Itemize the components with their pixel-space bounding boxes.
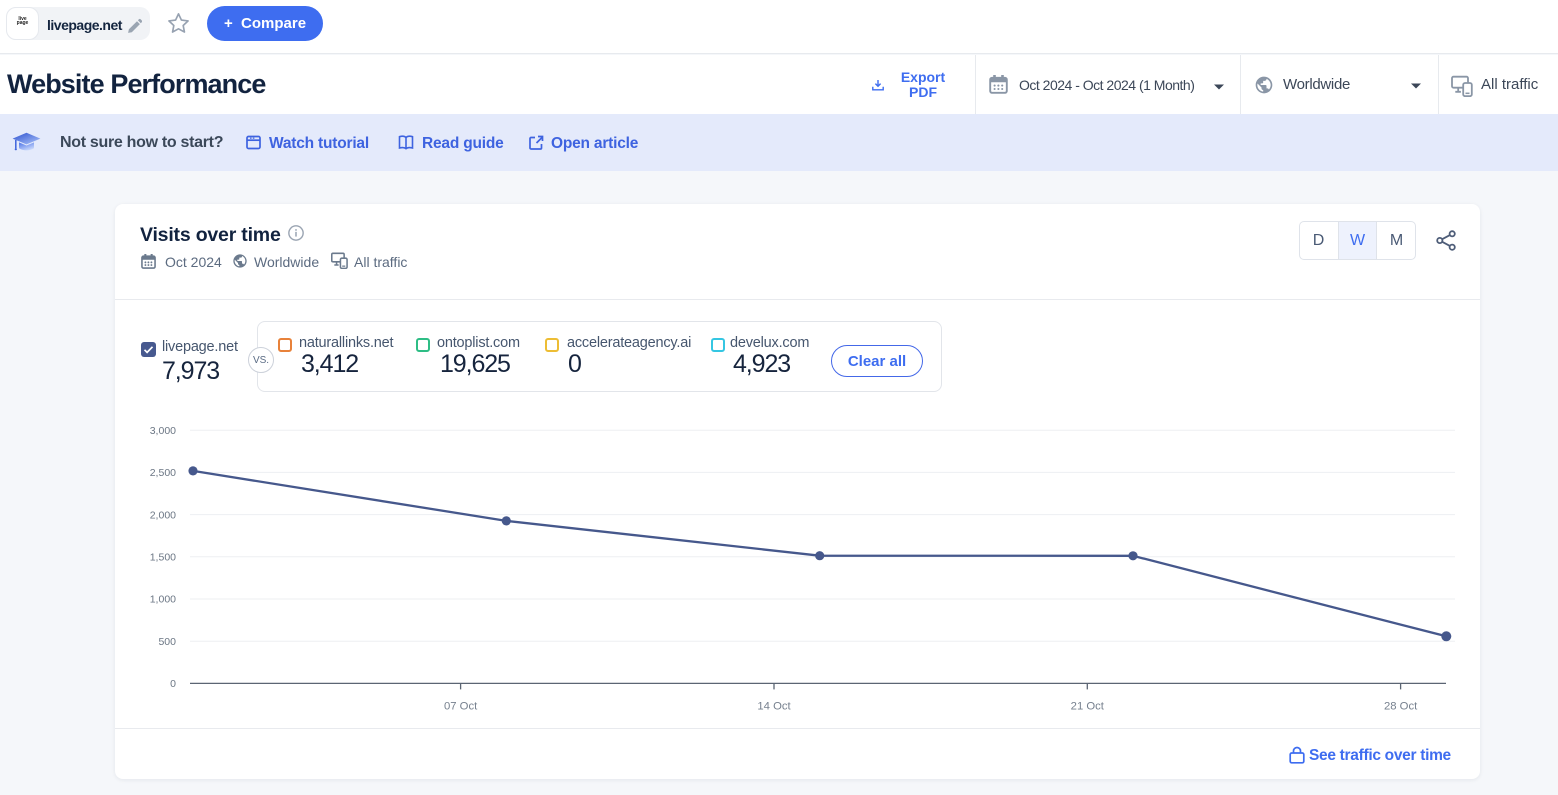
svg-text:3,000: 3,000 — [150, 425, 176, 437]
svg-text:1,000: 1,000 — [150, 594, 176, 606]
svg-text:28 Oct: 28 Oct — [1384, 701, 1418, 713]
svg-text:07 Oct: 07 Oct — [444, 701, 478, 713]
svg-text:500: 500 — [158, 636, 176, 648]
svg-text:0: 0 — [170, 678, 176, 690]
svg-text:2,500: 2,500 — [150, 467, 176, 479]
svg-text:2,000: 2,000 — [150, 509, 176, 521]
svg-text:21 Oct: 21 Oct — [1071, 701, 1105, 713]
svg-text:14 Oct: 14 Oct — [757, 701, 791, 713]
svg-text:1,500: 1,500 — [150, 552, 176, 564]
